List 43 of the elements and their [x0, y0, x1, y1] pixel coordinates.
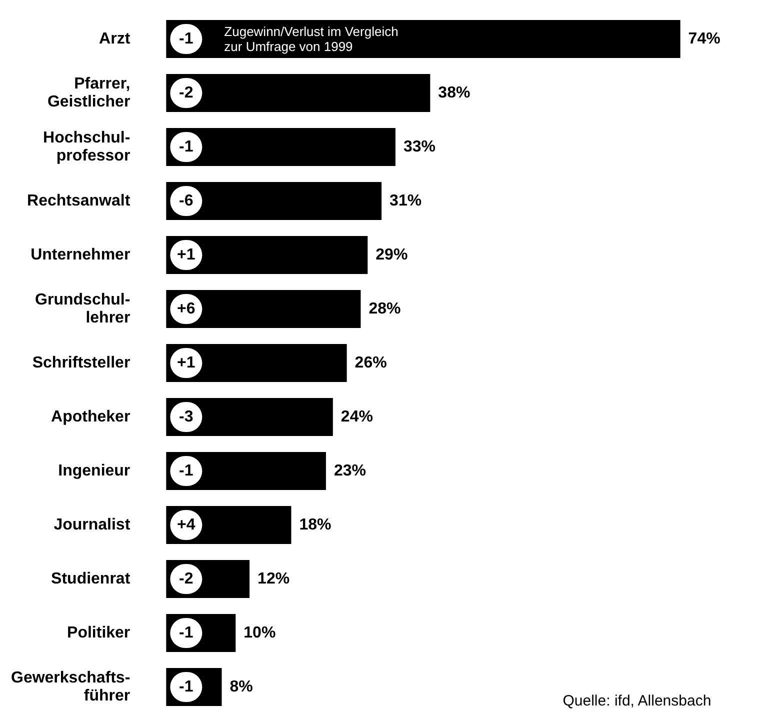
data-label: 23% [334, 462, 366, 480]
data-label: 28% [368, 300, 401, 318]
annotation: -2 [179, 84, 194, 102]
annotation: Zugewinn/Verlust im Vergleich zur Umfrage von 1999 [224, 24, 398, 54]
annotation: -2 [179, 570, 194, 588]
annotation: -1 [179, 30, 194, 48]
annotation: Quelle: ifd, Allensbach [562, 692, 712, 710]
bar [166, 74, 430, 112]
bar [166, 20, 680, 58]
annotation: -1 [179, 678, 194, 696]
annotation: -6 [179, 192, 194, 210]
annotation: +1 [177, 246, 196, 264]
annotation: +4 [177, 516, 196, 534]
y-tick-label: Ingenieur [58, 462, 130, 480]
annotation: -3 [179, 408, 194, 426]
annotation: -1 [179, 624, 194, 642]
data-label: 18% [299, 516, 332, 534]
y-tick-label: Politiker [67, 624, 130, 642]
data-label: 10% [244, 624, 276, 642]
data-label: 12% [258, 570, 290, 588]
y-tick-label: Studienrat [51, 570, 131, 588]
y-tick-label: Rechtsanwalt [27, 192, 131, 210]
data-label: 74% [688, 30, 720, 48]
annotation: +6 [177, 300, 196, 318]
data-label: 33% [403, 138, 436, 156]
data-label: 29% [376, 246, 408, 264]
y-tick-label: Gewerkschafts- führer [10, 670, 130, 704]
annotation: -1 [179, 138, 194, 156]
data-label: 26% [354, 354, 387, 372]
y-tick-label: Hochschul- professor [43, 130, 130, 164]
data-label: 24% [340, 408, 373, 426]
y-tick-label: Schriftsteller [32, 354, 130, 372]
data-label: 8% [230, 678, 253, 696]
annotation: +1 [177, 354, 196, 372]
y-tick-label: Journalist [54, 516, 131, 534]
y-tick-label: Arzt [99, 30, 131, 48]
y-tick-label: Apotheker [51, 408, 130, 426]
y-tick-label: Pfarrer, Geistlicher [47, 76, 130, 110]
data-label: 38% [438, 84, 470, 102]
annotation: -1 [179, 462, 194, 480]
y-tick-label: Grundschul- lehrer [35, 292, 130, 326]
data-label: 31% [390, 192, 422, 210]
y-tick-label: Unternehmer [30, 246, 130, 264]
